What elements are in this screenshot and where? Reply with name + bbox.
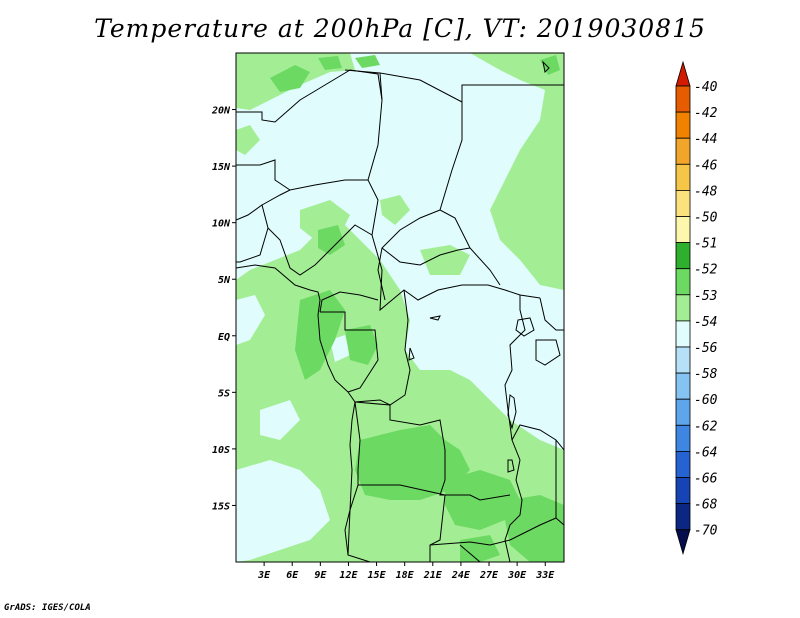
colorbar-label: -54 bbox=[694, 315, 717, 330]
y-tick-label: 15S bbox=[212, 501, 230, 512]
y-tick-label: 10N bbox=[212, 219, 231, 230]
x-axis: 3E 6E 9E 12E 15E 18E 21E 24E 27E 30E 33E bbox=[257, 562, 555, 581]
map-plot-area bbox=[236, 53, 564, 562]
colorbar-label: -46 bbox=[694, 158, 718, 173]
temperature-field-pale-patches bbox=[236, 295, 350, 562]
y-tick-label: 15N bbox=[212, 162, 231, 173]
colorbar-label: -51 bbox=[694, 237, 717, 252]
x-tick-label: 30E bbox=[507, 570, 527, 581]
x-tick-label: 21E bbox=[423, 570, 443, 581]
colorbar-box bbox=[675, 346, 691, 374]
colorbar-box bbox=[675, 137, 691, 165]
x-tick-label: 3E bbox=[257, 570, 271, 581]
colorbar-label: -40 bbox=[694, 80, 718, 95]
colorbar-label: -60 bbox=[694, 393, 718, 408]
colorbar-box bbox=[675, 189, 691, 217]
colorbar-label: -58 bbox=[694, 367, 718, 382]
x-tick-label: 27E bbox=[479, 570, 499, 581]
x-tick-label: 18E bbox=[396, 570, 415, 581]
x-tick-label: 15E bbox=[368, 570, 387, 581]
x-tick-label: 24E bbox=[451, 570, 471, 581]
y-tick-label: 20N bbox=[211, 106, 231, 117]
y-tick-label: 5S bbox=[218, 388, 230, 399]
lakes bbox=[408, 60, 550, 473]
colorbar-box bbox=[675, 294, 691, 322]
x-tick-label: 6E bbox=[286, 570, 299, 581]
colorbar-box bbox=[675, 111, 691, 139]
coastline bbox=[236, 264, 356, 556]
colorbar-box bbox=[675, 163, 691, 191]
colorbar-label: -44 bbox=[694, 132, 717, 147]
colorbar-label: -52 bbox=[694, 263, 718, 278]
chart-title: Temperature at 200hPa [C], VT: 201903081… bbox=[94, 14, 706, 43]
map-frame bbox=[235, 52, 565, 563]
colorbar-legend: -40 -42 -44 -46 -48 -50 -51 -52 -53 -54 -56 -58 -60 -… bbox=[675, 60, 718, 556]
x-tick-label: 12E bbox=[339, 570, 358, 581]
colorbar-label: -66 bbox=[694, 472, 718, 487]
colorbar-box bbox=[675, 450, 691, 478]
colorbar-box bbox=[675, 85, 691, 113]
colorbar-box bbox=[675, 477, 691, 505]
colorbar-box bbox=[675, 268, 691, 296]
colorbar-label: -68 bbox=[694, 498, 718, 513]
colorbar-top-triangle bbox=[675, 60, 691, 87]
colorbar-box bbox=[675, 372, 691, 400]
temperature-field-green bbox=[270, 55, 564, 562]
political-boundaries bbox=[236, 69, 564, 562]
colorbar-box bbox=[675, 503, 691, 531]
colorbar-box bbox=[675, 398, 691, 426]
colorbar-box bbox=[675, 424, 691, 452]
colorbar-label: -64 bbox=[694, 445, 717, 460]
y-tick-label: 10S bbox=[212, 445, 230, 456]
x-tick-label: 33E bbox=[535, 570, 555, 581]
colorbar-box bbox=[675, 216, 691, 244]
colorbar-label: -50 bbox=[694, 211, 718, 226]
y-tick-label: 5N bbox=[218, 275, 231, 286]
y-axis: 20N 15N 10N 5N EQ 5S 10S 15S bbox=[211, 106, 236, 512]
colorbar-label: -56 bbox=[694, 341, 718, 356]
grads-credit: GrADS: IGES/COLA bbox=[4, 603, 91, 613]
y-tick-label: EQ bbox=[218, 332, 230, 343]
colorbar-box bbox=[675, 242, 691, 270]
colorbar-bottom-triangle bbox=[675, 529, 691, 556]
colorbar-box bbox=[675, 320, 691, 348]
x-tick-label: 9E bbox=[314, 570, 327, 581]
colorbar-label: -48 bbox=[694, 184, 718, 199]
colorbar-label: -62 bbox=[694, 419, 718, 434]
colorbar-label: -70 bbox=[694, 524, 718, 539]
colorbar-label: -53 bbox=[694, 289, 717, 304]
colorbar-label: -42 bbox=[694, 106, 718, 121]
